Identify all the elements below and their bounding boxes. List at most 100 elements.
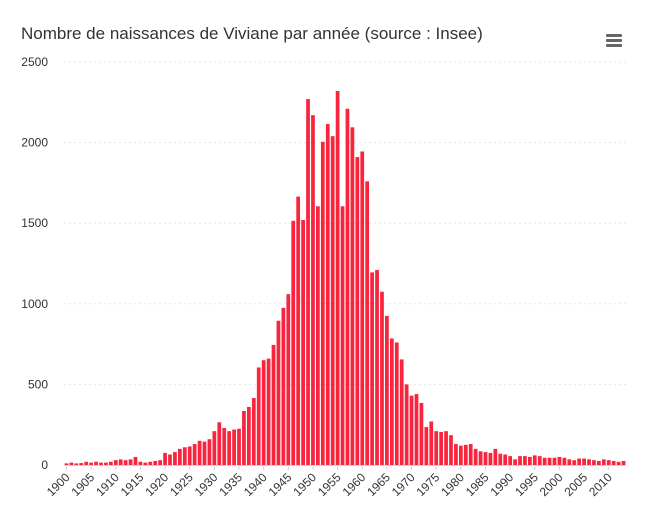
- bar-1930[interactable]: [212, 431, 217, 465]
- bar-1990[interactable]: [508, 456, 513, 465]
- bar-2007[interactable]: [592, 460, 596, 465]
- bar-2001[interactable]: [562, 457, 567, 465]
- bar-1992[interactable]: [518, 456, 522, 465]
- bar-1986[interactable]: [488, 452, 493, 465]
- bar-1959[interactable]: [355, 157, 360, 466]
- bar-1921[interactable]: [168, 454, 172, 465]
- bar-1902[interactable]: [74, 463, 79, 465]
- bar-1941[interactable]: [266, 358, 271, 465]
- bar-2013[interactable]: [621, 460, 626, 465]
- bar-1973[interactable]: [424, 427, 429, 465]
- bar-1934[interactable]: [232, 429, 236, 465]
- bar-1908[interactable]: [104, 462, 108, 465]
- bar-1946[interactable]: [291, 220, 296, 465]
- bar-1937[interactable]: [247, 406, 251, 465]
- bar-1923[interactable]: [177, 448, 182, 465]
- bar-1962[interactable]: [370, 272, 374, 465]
- bar-2010[interactable]: [606, 460, 611, 465]
- bar-1979[interactable]: [454, 444, 458, 465]
- bar-1951[interactable]: [316, 206, 320, 465]
- bar-1927[interactable]: [197, 440, 202, 465]
- bar-1956[interactable]: [340, 206, 345, 465]
- bar-1942[interactable]: [271, 344, 276, 465]
- bar-1965[interactable]: [385, 315, 389, 465]
- bar-1904[interactable]: [84, 461, 89, 465]
- bar-1972[interactable]: [419, 402, 424, 465]
- bar-1918[interactable]: [153, 460, 158, 465]
- bar-1966[interactable]: [389, 338, 394, 465]
- bar-1987[interactable]: [493, 448, 498, 465]
- bar-1944[interactable]: [281, 307, 286, 465]
- bar-2000[interactable]: [557, 456, 562, 465]
- bar-1901[interactable]: [69, 462, 74, 465]
- bar-1950[interactable]: [311, 115, 315, 465]
- bar-1963[interactable]: [375, 269, 379, 465]
- bar-1985[interactable]: [483, 452, 488, 465]
- bar-1993[interactable]: [523, 456, 527, 465]
- bar-1998[interactable]: [547, 457, 552, 465]
- bar-1981[interactable]: [463, 444, 468, 465]
- bar-1915[interactable]: [138, 461, 143, 465]
- bar-1999[interactable]: [552, 457, 557, 465]
- bar-1954[interactable]: [330, 136, 335, 465]
- bar-1914[interactable]: [133, 456, 138, 465]
- bar-1976[interactable]: [439, 431, 444, 465]
- bar-1945[interactable]: [286, 294, 291, 465]
- bar-1975[interactable]: [434, 431, 439, 465]
- bar-1960[interactable]: [360, 151, 365, 465]
- bar-1936[interactable]: [242, 411, 246, 465]
- bar-1980[interactable]: [458, 445, 463, 465]
- bar-1991[interactable]: [513, 459, 517, 465]
- bar-1958[interactable]: [350, 127, 355, 465]
- bar-1970[interactable]: [409, 395, 414, 465]
- bar-1983[interactable]: [473, 448, 478, 465]
- bar-1964[interactable]: [380, 291, 384, 465]
- bar-1917[interactable]: [148, 461, 153, 465]
- bar-1905[interactable]: [89, 462, 93, 465]
- bar-1967[interactable]: [394, 342, 399, 465]
- bar-1953[interactable]: [325, 124, 330, 465]
- bar-1916[interactable]: [143, 462, 148, 465]
- bar-1932[interactable]: [222, 427, 227, 465]
- bar-1952[interactable]: [320, 141, 325, 466]
- bar-1920[interactable]: [163, 452, 167, 465]
- bar-2009[interactable]: [601, 459, 606, 465]
- bar-1922[interactable]: [173, 452, 177, 465]
- bar-1919[interactable]: [158, 460, 163, 465]
- bar-1984[interactable]: [478, 451, 483, 465]
- bar-1997[interactable]: [542, 457, 547, 465]
- bar-1931[interactable]: [217, 422, 222, 465]
- bar-1906[interactable]: [94, 461, 98, 465]
- bar-1957[interactable]: [345, 108, 350, 465]
- bar-1903[interactable]: [79, 463, 84, 465]
- bar-1949[interactable]: [306, 99, 310, 465]
- bar-1909[interactable]: [108, 461, 113, 465]
- bar-1926[interactable]: [192, 444, 197, 465]
- bar-1939[interactable]: [256, 367, 261, 465]
- bar-1910[interactable]: [113, 460, 118, 465]
- bar-1978[interactable]: [449, 435, 453, 465]
- bar-1924[interactable]: [182, 447, 187, 465]
- bar-1961[interactable]: [365, 181, 370, 466]
- bar-1907[interactable]: [99, 462, 103, 465]
- bar-2008[interactable]: [597, 460, 601, 465]
- bar-2005[interactable]: [582, 458, 586, 465]
- bar-1955[interactable]: [335, 91, 340, 466]
- bar-2011[interactable]: [611, 460, 616, 465]
- bar-1996[interactable]: [537, 456, 542, 465]
- bar-2006[interactable]: [587, 459, 591, 465]
- bar-2004[interactable]: [577, 458, 582, 465]
- bar-1989[interactable]: [503, 454, 508, 465]
- bar-1933[interactable]: [227, 431, 232, 465]
- bar-1988[interactable]: [498, 453, 503, 465]
- bar-1969[interactable]: [404, 384, 409, 465]
- bar-1913[interactable]: [128, 459, 133, 465]
- bar-1935[interactable]: [237, 428, 241, 465]
- bar-2002[interactable]: [567, 459, 572, 465]
- bar-1938[interactable]: [251, 398, 256, 465]
- bar-1995[interactable]: [532, 455, 537, 465]
- hamburger-menu-icon[interactable]: [602, 30, 626, 50]
- bar-1900[interactable]: [64, 463, 69, 465]
- bar-1912[interactable]: [123, 460, 128, 465]
- bar-1977[interactable]: [444, 431, 448, 465]
